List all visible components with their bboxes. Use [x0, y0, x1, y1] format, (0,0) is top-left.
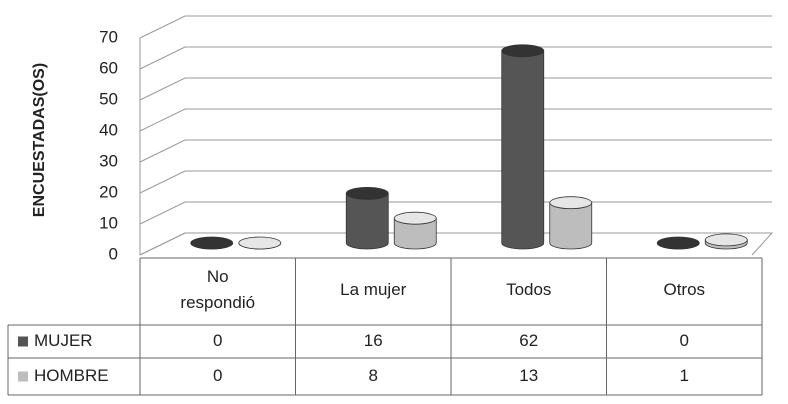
category-label-line: La mujer	[340, 280, 406, 299]
legend-swatch	[18, 336, 28, 347]
grid-line	[139, 139, 772, 163]
category-label-line: respondió	[180, 293, 255, 312]
table-value: 16	[364, 331, 383, 350]
bar-top	[656, 236, 700, 250]
y-tick-label: 0	[109, 244, 118, 263]
category-label-line: No	[207, 267, 229, 286]
y-tick-label: 30	[99, 151, 118, 170]
y-tick-label: 70	[99, 27, 118, 46]
bar-top	[549, 196, 593, 210]
category-label: No respondió	[180, 267, 255, 312]
y-tick-label: 60	[99, 58, 118, 77]
bar-top	[345, 186, 389, 200]
grid-line	[139, 15, 772, 39]
bar	[501, 50, 545, 250]
bar	[393, 217, 437, 250]
grid-line	[139, 170, 772, 194]
y-tick-label: 20	[99, 182, 118, 201]
legend-label: MUJER	[34, 331, 93, 350]
table-value: 0	[680, 331, 689, 350]
bar-top	[501, 44, 545, 58]
category-label: La mujer	[340, 280, 406, 299]
grid-line	[139, 77, 772, 101]
table-value: 0	[213, 331, 222, 350]
bar-top	[238, 236, 282, 250]
grid-line	[139, 108, 772, 132]
category-label-line: Otros	[663, 280, 705, 299]
bar-top	[190, 236, 234, 250]
y-tick-label: 40	[99, 120, 118, 139]
grid-line	[139, 201, 772, 225]
grid-line	[139, 46, 772, 70]
bar-top	[393, 211, 437, 225]
category-label: Otros	[663, 280, 705, 299]
bar-top	[704, 233, 748, 247]
table-value: 62	[519, 331, 538, 350]
y-axis-label: ENCUESTADAS(OS)	[31, 63, 48, 217]
bar	[549, 202, 593, 250]
table-value: 0	[213, 366, 222, 385]
legend-swatch	[18, 371, 28, 382]
table-value: 13	[519, 366, 538, 385]
table-value: 1	[680, 366, 689, 385]
table-value: 8	[369, 366, 378, 385]
bar	[345, 193, 389, 250]
y-tick-label: 10	[99, 213, 118, 232]
category-label-line: Todos	[506, 280, 551, 299]
legend-label: HOMBRE	[34, 366, 109, 385]
y-tick-label: 50	[99, 89, 118, 108]
category-label: Todos	[506, 280, 551, 299]
